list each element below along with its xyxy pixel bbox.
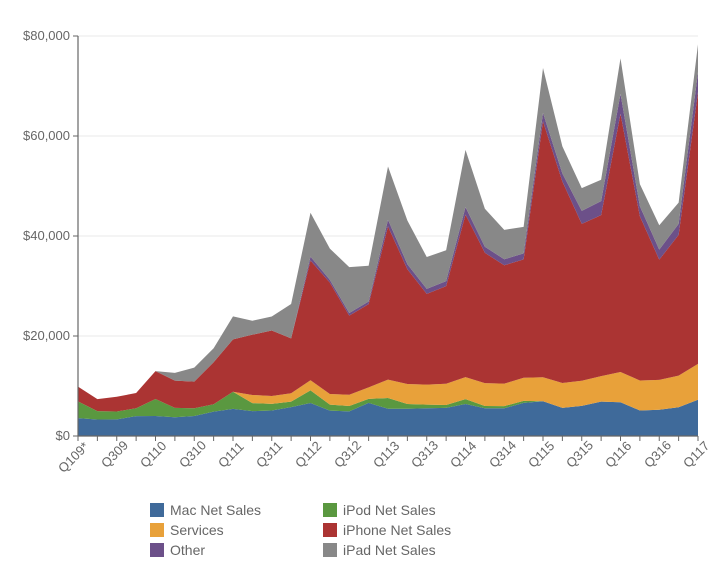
y-axis-label: $0	[56, 428, 70, 443]
legend-item-mac: Mac Net Sales	[150, 502, 305, 518]
legend-label: iPod Net Sales	[343, 502, 436, 518]
y-axis-label: $40,000	[23, 228, 70, 243]
legend-swatch	[323, 523, 337, 537]
legend-label: Other	[170, 542, 205, 558]
legend-item-other: Other	[150, 542, 305, 558]
legend-swatch	[323, 543, 337, 557]
legend-label: Mac Net Sales	[170, 502, 261, 518]
legend-item-ipad: iPad Net Sales	[323, 542, 478, 558]
legend-label: iPad Net Sales	[343, 542, 436, 558]
y-axis-label: $80,000	[23, 28, 70, 43]
legend-swatch	[150, 543, 164, 557]
y-axis-label: $60,000	[23, 128, 70, 143]
legend-swatch	[150, 503, 164, 517]
legend-label: iPhone Net Sales	[343, 522, 451, 538]
legend-item-services: Services	[150, 522, 305, 538]
y-axis-label: $20,000	[23, 328, 70, 343]
legend-item-iphone: iPhone Net Sales	[323, 522, 478, 538]
legend-item-ipod: iPod Net Sales	[323, 502, 478, 518]
chart-legend: Mac Net Sales iPod Net Sales Services iPhon…	[150, 502, 645, 562]
legend-swatch	[150, 523, 164, 537]
legend-swatch	[323, 503, 337, 517]
revenue-area-chart: Mac Net Sales iPod Net Sales Services iPhon…	[0, 0, 721, 543]
legend-label: Services	[170, 522, 224, 538]
